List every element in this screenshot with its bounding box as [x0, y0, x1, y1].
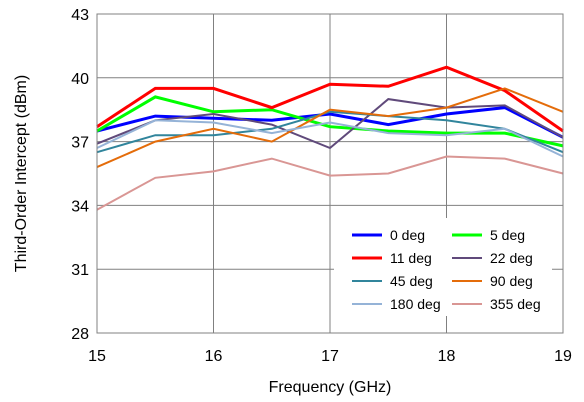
legend-label-90-deg: 90 deg: [490, 273, 533, 289]
y-tick-labels: 28 31 34 37 40 43: [71, 7, 89, 343]
y-axis-title: Third-Order Intercept (dBm): [13, 75, 30, 272]
legend-label-355-deg: 355 deg: [490, 296, 541, 312]
x-tick-label: 19: [554, 348, 572, 365]
y-tick-label: 37: [71, 135, 89, 152]
series-line-90-deg: [96, 87, 564, 169]
legend-label-0-deg: 0 deg: [390, 227, 425, 243]
legend-label-5-deg: 5 deg: [490, 227, 525, 243]
series-line-0-deg: [96, 106, 564, 139]
x-tick-label: 16: [205, 348, 223, 365]
plot-frame: [96, 13, 564, 334]
series-line-355-deg: [96, 155, 564, 211]
legend-label-11-deg: 11 deg: [390, 250, 432, 266]
x-tick-label: 17: [321, 348, 339, 365]
x-tick-label: 15: [88, 348, 106, 365]
x-axis-title: Frequency (GHz): [269, 379, 392, 396]
legend-label-45-deg: 45 deg: [390, 273, 433, 289]
y-tick-label: 31: [71, 262, 89, 279]
series-lines: [96, 65, 564, 211]
y-tick-label: 40: [71, 71, 89, 88]
legend: 0 deg 5 deg 11 deg 22 deg 45 deg 90 deg 180 de…: [334, 218, 552, 316]
y-tick-label: 43: [71, 7, 89, 24]
series-line-11-deg: [96, 65, 564, 133]
y-tick-label: 28: [71, 326, 89, 343]
legend-label-180-deg: 180 deg: [390, 296, 441, 312]
y-tick-label: 34: [71, 198, 89, 215]
x-tick-label: 18: [438, 348, 456, 365]
series-line-180-deg: [96, 119, 564, 158]
series-line-45-deg: [96, 110, 564, 154]
x-tick-labels: 15 16 17 18 19: [88, 348, 572, 365]
series-line-5-deg: [96, 95, 564, 148]
legend-label-22-deg: 22 deg: [490, 250, 533, 266]
series-line-22-deg: [96, 98, 564, 150]
